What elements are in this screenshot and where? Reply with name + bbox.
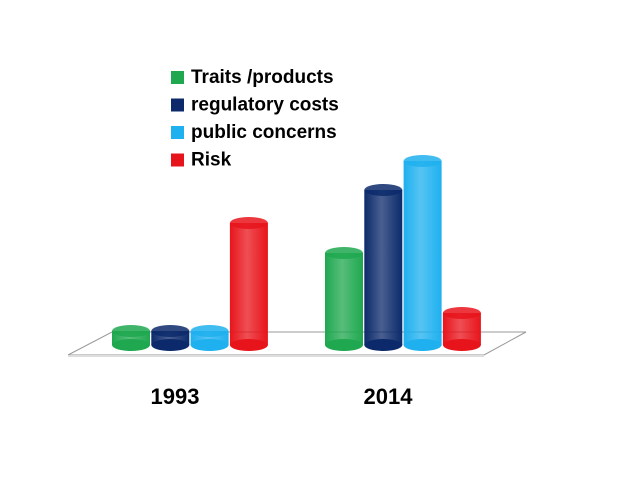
bar [229,223,268,345]
legend-label: regulatory costs [191,95,339,116]
legend-swatch [171,98,184,112]
legend-label: Risk [191,150,232,171]
bar [325,253,363,345]
legend-swatch [171,126,184,139]
bar-top [325,247,363,259]
bar-top [403,155,442,167]
legend-swatch [171,153,184,167]
floor-edge [68,355,484,357]
legend-label: Traits /products [191,67,334,88]
bar-top [442,307,481,319]
legend-label: public concerns [191,122,337,143]
x-tick-label: 2014 [364,384,414,409]
bar-top [229,217,268,229]
bar-top [112,325,150,337]
bar-top [364,184,403,196]
x-tick-label: 1993 [151,384,200,409]
bar [403,161,442,345]
bar-top [190,325,229,337]
bar-top [151,325,190,337]
legend-swatch [171,71,184,84]
bar [364,190,403,345]
